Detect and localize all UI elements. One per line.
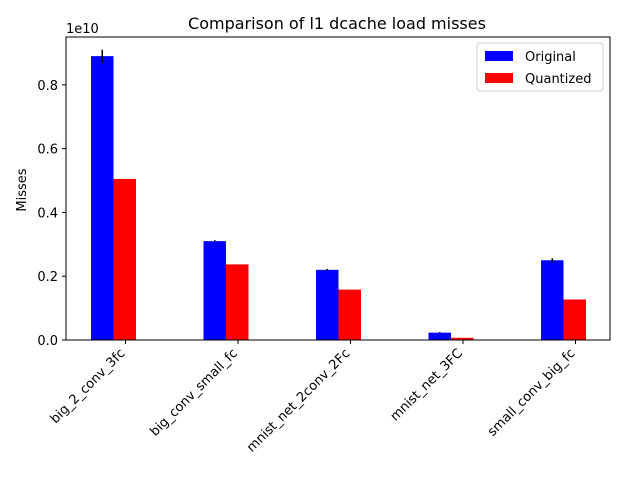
y-tick-label: 0.6 — [37, 143, 58, 158]
bar-original-mnist_net_2conv_2Fc — [316, 269, 339, 340]
legend-swatch-original — [485, 51, 513, 61]
bars-group — [91, 56, 586, 340]
bar-original-big_2_conv_3fc — [91, 56, 114, 340]
x-tick-label-mnist_net_3FC: mnist_net_3FC — [388, 346, 466, 424]
legend: Original Quantized — [476, 42, 604, 92]
y-axis-label: Misses — [15, 168, 30, 211]
legend-swatch-quantized — [485, 73, 513, 83]
bar-quantized-mnist_net_3FC — [451, 337, 474, 340]
legend-label-quantized: Quantized — [525, 72, 591, 87]
bar-quantized-mnist_net_2conv_2Fc — [338, 289, 361, 340]
x-tick-label-small_conv_big_fc: small_conv_big_fc — [485, 346, 578, 439]
legend-label-original: Original — [525, 50, 576, 65]
y-axis: 0.0 0.2 0.4 0.6 0.8 — [37, 79, 66, 349]
bar-original-big_conv_small_fc — [203, 241, 226, 340]
x-tick-label-big_2_conv_3fc: big_2_conv_3fc — [48, 346, 129, 427]
bar-quantized-small_conv_big_fc — [563, 299, 586, 340]
x-axis: big_2_conv_3fc big_conv_small_fc mnist_net… — [48, 340, 578, 455]
chart-title: Comparison of l1 dcache load misses — [188, 14, 486, 33]
y-tick-label: 0.4 — [37, 206, 58, 221]
x-tick-label-big_conv_small_fc: big_conv_small_fc — [147, 346, 240, 439]
x-tick-label-mnist_net_2conv_2Fc: mnist_net_2conv_2Fc — [244, 346, 353, 455]
error-bars-group — [101, 49, 553, 334]
y-tick-label: 0.2 — [37, 270, 58, 285]
bar-original-small_conv_big_fc — [541, 260, 564, 340]
plot-frame — [65, 36, 611, 341]
y-tick-label: 0.0 — [37, 334, 58, 349]
bar-original-mnist_net_3FC — [428, 332, 451, 340]
bar-quantized-big_conv_small_fc — [226, 264, 249, 340]
bar-quantized-big_2_conv_3fc — [113, 178, 136, 340]
y-axis-offset-label: 1e10 — [66, 22, 99, 37]
y-tick-label: 0.8 — [37, 79, 58, 94]
